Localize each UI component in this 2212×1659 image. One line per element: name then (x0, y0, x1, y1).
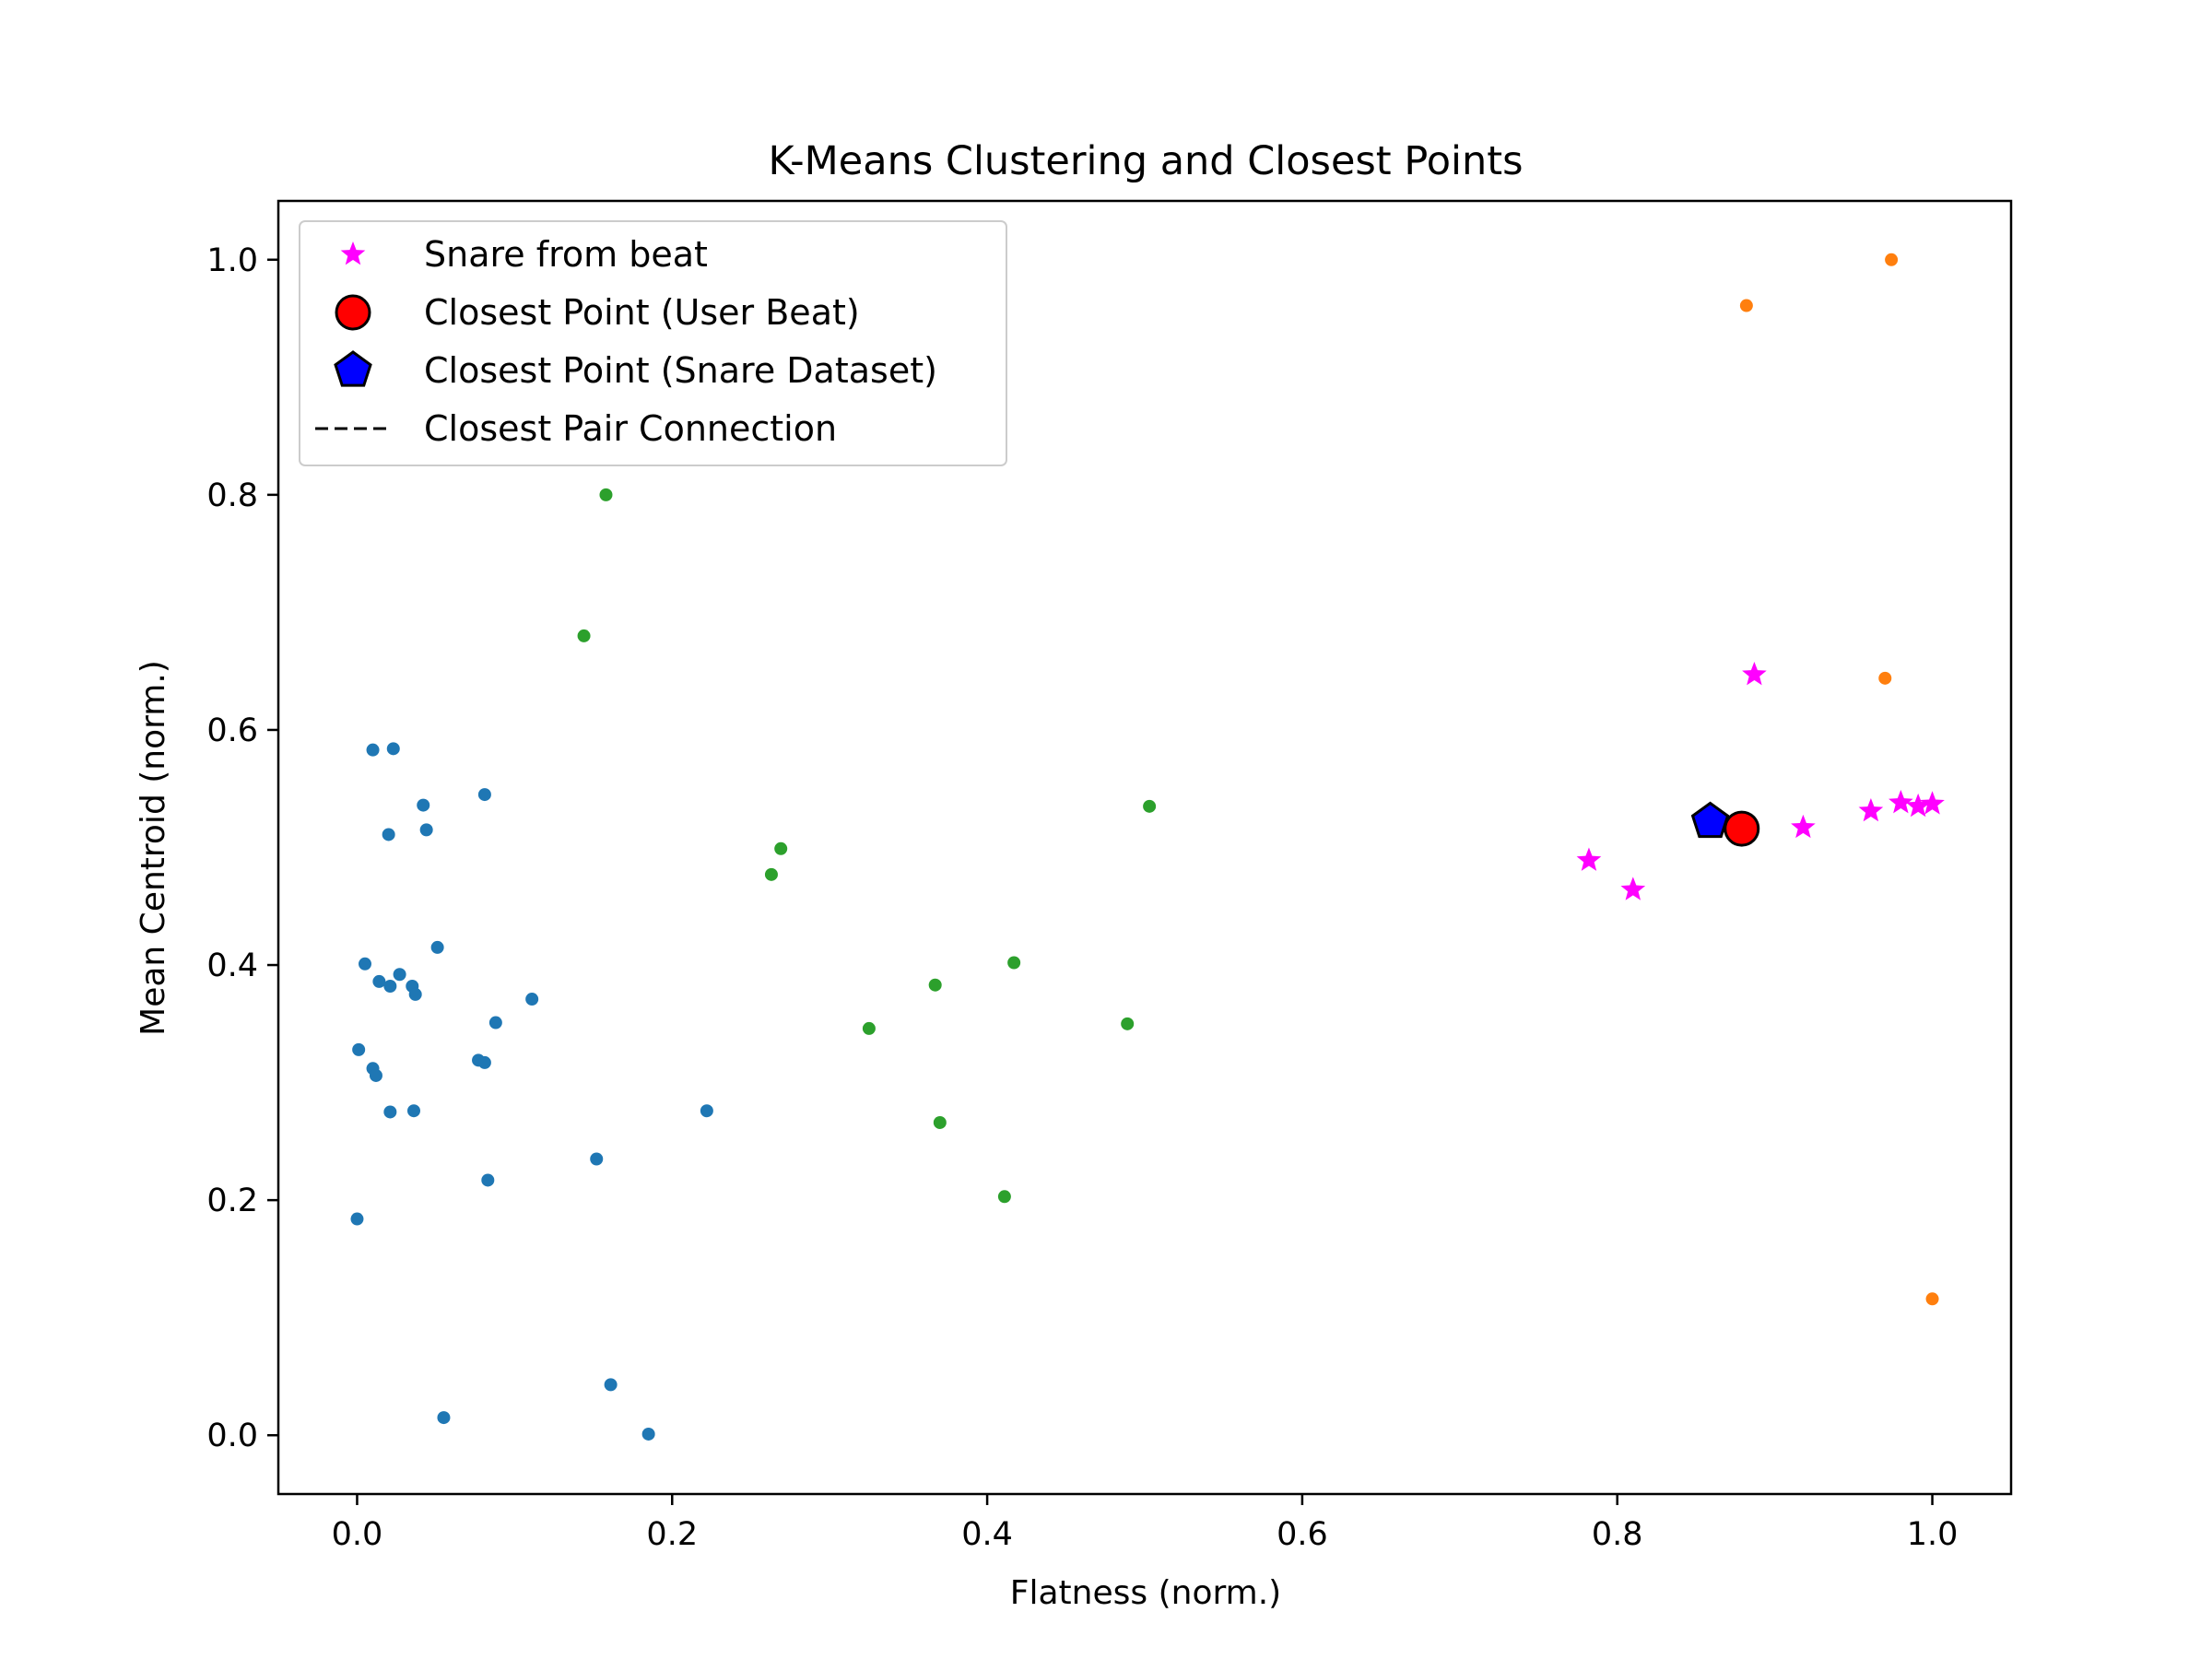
plot-frame (276, 199, 2013, 1496)
snare-star-point (1858, 797, 1884, 822)
legend-pentagon-handle (334, 350, 372, 387)
x-tick-label: 0.2 (646, 1516, 698, 1553)
snare-star-point (1620, 877, 1646, 900)
cluster-0-point (393, 968, 406, 982)
cluster-2-point (1143, 799, 1157, 813)
legend-circle-handle (335, 294, 371, 331)
closest-user-beat-point (1724, 810, 1760, 847)
y-tick-label: 0.2 (206, 1182, 258, 1219)
x-axis-label: Flatness (norm.) (1010, 1574, 1281, 1612)
chart-title: K-Means Clustering and Closest Points (768, 138, 1523, 184)
cluster-0-point (525, 993, 539, 1006)
x-tick-label: 0.4 (961, 1516, 1013, 1553)
snare-star-point (1791, 814, 1816, 839)
legend: Snare from beat Closest Point (User Beat)… (299, 220, 1007, 466)
y-tick-label: 0.4 (206, 947, 258, 984)
cluster-1-point (1878, 671, 1892, 685)
x-tick-label: 0.0 (332, 1516, 383, 1553)
cluster-0-point (383, 1105, 397, 1119)
cluster-0-point (366, 743, 380, 757)
cluster-0-point (382, 828, 395, 841)
cluster-0-point (386, 742, 400, 756)
snare-star-point (1888, 790, 1913, 814)
cluster-2-point (577, 629, 591, 642)
legend-box (299, 220, 1007, 466)
cluster-0-point (369, 1068, 382, 1082)
y-axis-label: Mean Centroid (norm.) (135, 660, 172, 1036)
y-tick-label: 0.0 (206, 1418, 258, 1454)
cluster-0-point (641, 1427, 655, 1441)
cluster-1-point (1739, 299, 1753, 312)
cluster-1-point (1925, 1292, 1939, 1306)
cluster-0-point (417, 798, 430, 812)
legend-label: Closest Pair Connection (424, 408, 837, 449)
x-tick-label: 0.6 (1277, 1516, 1328, 1553)
cluster-0-point (419, 823, 433, 837)
cluster-0-point (372, 974, 386, 988)
legend-label: Snare from beat (424, 234, 708, 275)
cluster-2-point (774, 841, 788, 855)
cluster-0-point (700, 1104, 713, 1118)
cluster-0-point (352, 1042, 366, 1056)
cluster-0-point (477, 788, 491, 802)
legend-label: Closest Point (Snare Dataset) (424, 350, 937, 391)
cluster-2-point (1121, 1017, 1135, 1030)
cluster-0-point (350, 1212, 364, 1226)
cluster-0-point (430, 940, 444, 954)
snare-star-point (1576, 847, 1602, 871)
x-axis-ticks: 0.0 0.2 0.4 0.6 0.8 1.0 (332, 1494, 1959, 1553)
cluster-0-point (481, 1173, 495, 1187)
snare-star-point (1905, 793, 1931, 818)
closest-dataset-point (1690, 801, 1730, 839)
legend-star-handle (340, 241, 366, 265)
cluster-0-point (590, 1152, 604, 1166)
snare-star-point (1742, 662, 1767, 686)
x-tick-label: 1.0 (1907, 1516, 1959, 1553)
cluster-0-point (359, 957, 371, 971)
cluster-2-point (764, 867, 778, 881)
cluster-2-point (862, 1021, 876, 1035)
cluster-2-point (933, 1115, 947, 1129)
cluster-0-point (406, 1104, 420, 1118)
cluster-0-point (383, 980, 397, 994)
cluster-2-point (928, 978, 942, 992)
y-tick-label: 0.6 (206, 712, 258, 749)
y-tick-label: 0.8 (206, 477, 258, 514)
cluster-0-point (488, 1016, 502, 1030)
y-tick-label: 1.0 (206, 242, 258, 279)
cluster-2-point (1007, 956, 1021, 970)
x-tick-label: 0.8 (1592, 1516, 1643, 1553)
cluster-0-point (408, 987, 422, 1001)
y-axis-ticks: 0.0 0.2 0.4 0.6 0.8 1.0 (206, 242, 278, 1454)
snare-star-point (1920, 791, 1945, 815)
legend-label: Closest Point (User Beat) (424, 292, 860, 333)
cluster-2-point (997, 1190, 1011, 1204)
cluster-2-point (599, 488, 613, 501)
cluster-0-point (477, 1055, 491, 1069)
cluster-0-point (604, 1378, 618, 1392)
highlight-series (1576, 662, 1945, 900)
cluster-1-point (1885, 253, 1899, 266)
cluster-0-point (437, 1411, 451, 1425)
cluster-points (350, 253, 1939, 1441)
